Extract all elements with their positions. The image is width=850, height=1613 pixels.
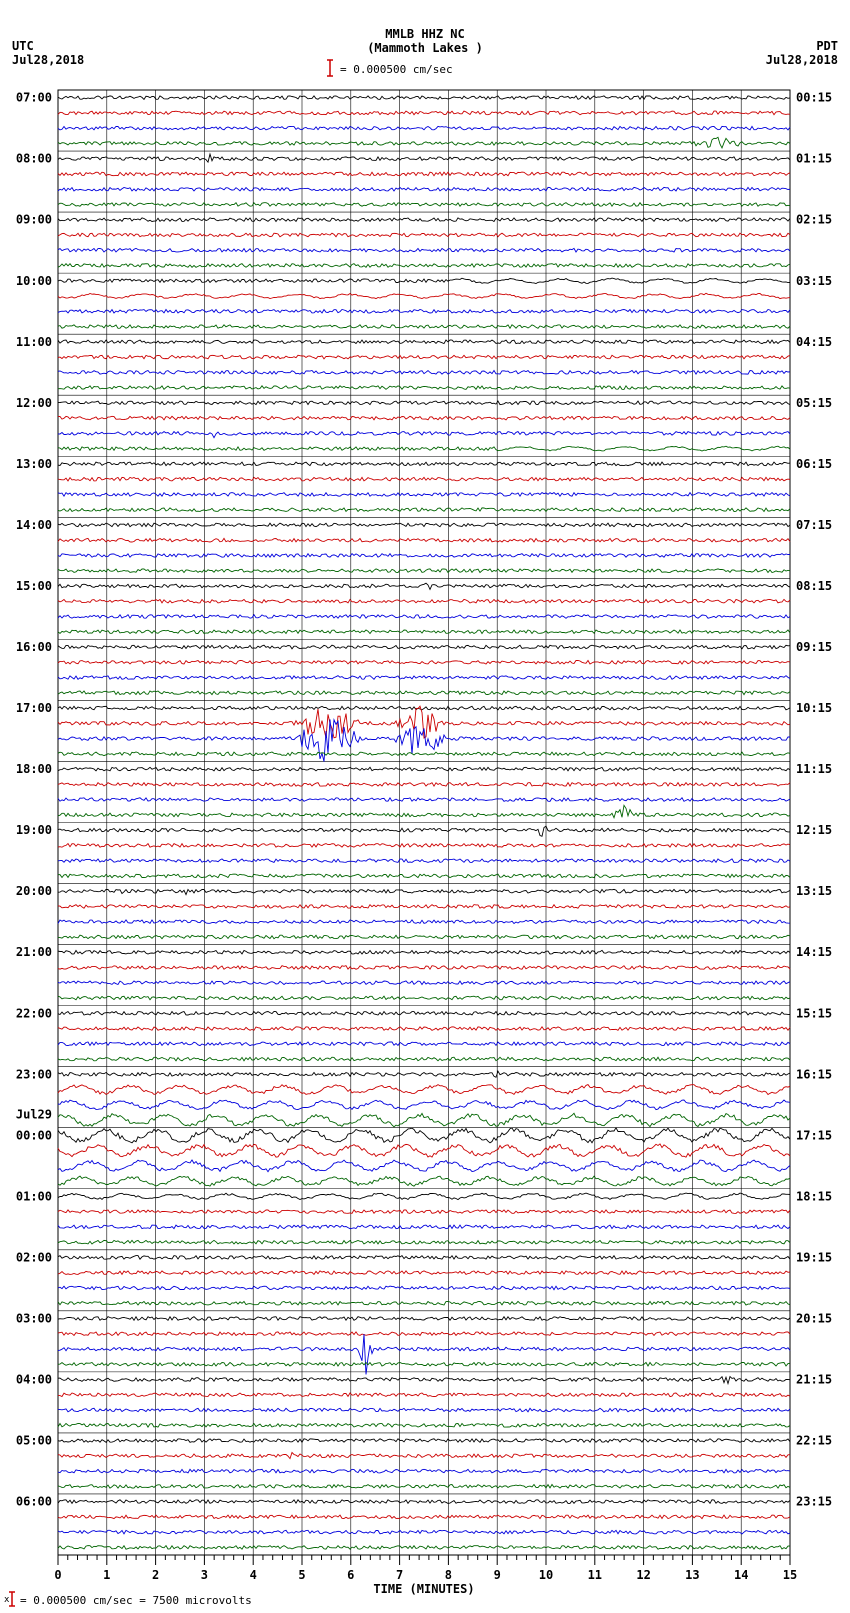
pdt-hour-label: 10:15 [796,701,832,715]
svg-text:9: 9 [494,1568,501,1582]
utc-hour-label: 20:00 [16,884,52,898]
svg-text:0: 0 [54,1568,61,1582]
pdt-hour-label: 21:15 [796,1373,832,1387]
pdt-hour-label: 20:15 [796,1311,832,1325]
seismogram: MMLB HHZ NC(Mammoth Lakes ) = 0.000500 cm… [0,0,850,1613]
pdt-hour-label: 18:15 [796,1189,832,1203]
svg-text:12: 12 [636,1568,650,1582]
svg-text:1: 1 [103,1568,110,1582]
utc-hour-label: 03:00 [16,1311,52,1325]
pdt-hour-label: 23:15 [796,1495,832,1509]
utc-hour-label: 23:00 [16,1067,52,1081]
utc-hour-label: 10:00 [16,274,52,288]
svg-text:Jul28,2018: Jul28,2018 [12,53,84,67]
utc-hour-label: 15:00 [16,579,52,593]
utc-hour-label: 01:00 [16,1189,52,1203]
pdt-hour-label: 01:15 [796,152,832,166]
utc-hour-label: 11:00 [16,335,52,349]
pdt-hour-label: 12:15 [796,823,832,837]
pdt-hour-label: 16:15 [796,1067,832,1081]
svg-text:8: 8 [445,1568,452,1582]
pdt-hour-label: 08:15 [796,579,832,593]
pdt-hour-label: 03:15 [796,274,832,288]
utc-hour-label: 06:00 [16,1495,52,1509]
pdt-hour-label: 14:15 [796,945,832,959]
utc-hour-label: 22:00 [16,1006,52,1020]
svg-text:3: 3 [201,1568,208,1582]
utc-hour-label: 18:00 [16,762,52,776]
utc-hour-label: 19:00 [16,823,52,837]
svg-text:4: 4 [250,1568,257,1582]
utc-hour-label: 16:00 [16,640,52,654]
pdt-hour-label: 05:15 [796,396,832,410]
utc-hour-label: 05:00 [16,1434,52,1448]
utc-hour-label: 08:00 [16,152,52,166]
pdt-hour-label: 22:15 [796,1434,832,1448]
utc-hour-label: 02:00 [16,1250,52,1264]
pdt-hour-label: 06:15 [796,457,832,471]
svg-text:11: 11 [588,1568,602,1582]
svg-text:MMLB HHZ NC: MMLB HHZ NC [385,27,464,41]
utc-hour-label: 17:00 [16,701,52,715]
svg-text:UTC: UTC [12,39,34,53]
svg-text:7: 7 [396,1568,403,1582]
pdt-hour-label: 09:15 [796,640,832,654]
pdt-hour-label: 11:15 [796,762,832,776]
svg-text:PDT: PDT [816,39,838,53]
svg-text:Jul28,2018: Jul28,2018 [766,53,838,67]
footer-scale: = 0.000500 cm/sec = 7500 microvolts [20,1594,252,1607]
utc-hour-label: 07:00 [16,91,52,105]
pdt-hour-label: 13:15 [796,884,832,898]
utc-hour-label: 13:00 [16,457,52,471]
svg-text:14: 14 [734,1568,748,1582]
svg-text:Jul29: Jul29 [16,1108,52,1122]
utc-hour-label: 14:00 [16,518,52,532]
svg-text:2: 2 [152,1568,159,1582]
pdt-hour-label: 19:15 [796,1250,832,1264]
pdt-hour-label: 17:15 [796,1128,832,1142]
utc-hour-label: 00:00 [16,1128,52,1142]
pdt-hour-label: 02:15 [796,213,832,227]
utc-hour-label: 21:00 [16,945,52,959]
svg-text:= 0.000500 cm/sec: = 0.000500 cm/sec [340,63,453,76]
utc-hour-label: 09:00 [16,213,52,227]
pdt-hour-label: 00:15 [796,91,832,105]
pdt-hour-label: 04:15 [796,335,832,349]
utc-hour-label: 12:00 [16,396,52,410]
svg-text:13: 13 [685,1568,699,1582]
svg-text:x: x [4,1595,10,1605]
svg-text:5: 5 [298,1568,305,1582]
x-axis-label: TIME (MINUTES) [373,1582,474,1596]
svg-text:15: 15 [783,1568,797,1582]
svg-text:(Mammoth Lakes ): (Mammoth Lakes ) [367,41,483,55]
pdt-hour-label: 15:15 [796,1006,832,1020]
utc-hour-label: 04:00 [16,1373,52,1387]
pdt-hour-label: 07:15 [796,518,832,532]
svg-text:6: 6 [347,1568,354,1582]
svg-text:10: 10 [539,1568,553,1582]
